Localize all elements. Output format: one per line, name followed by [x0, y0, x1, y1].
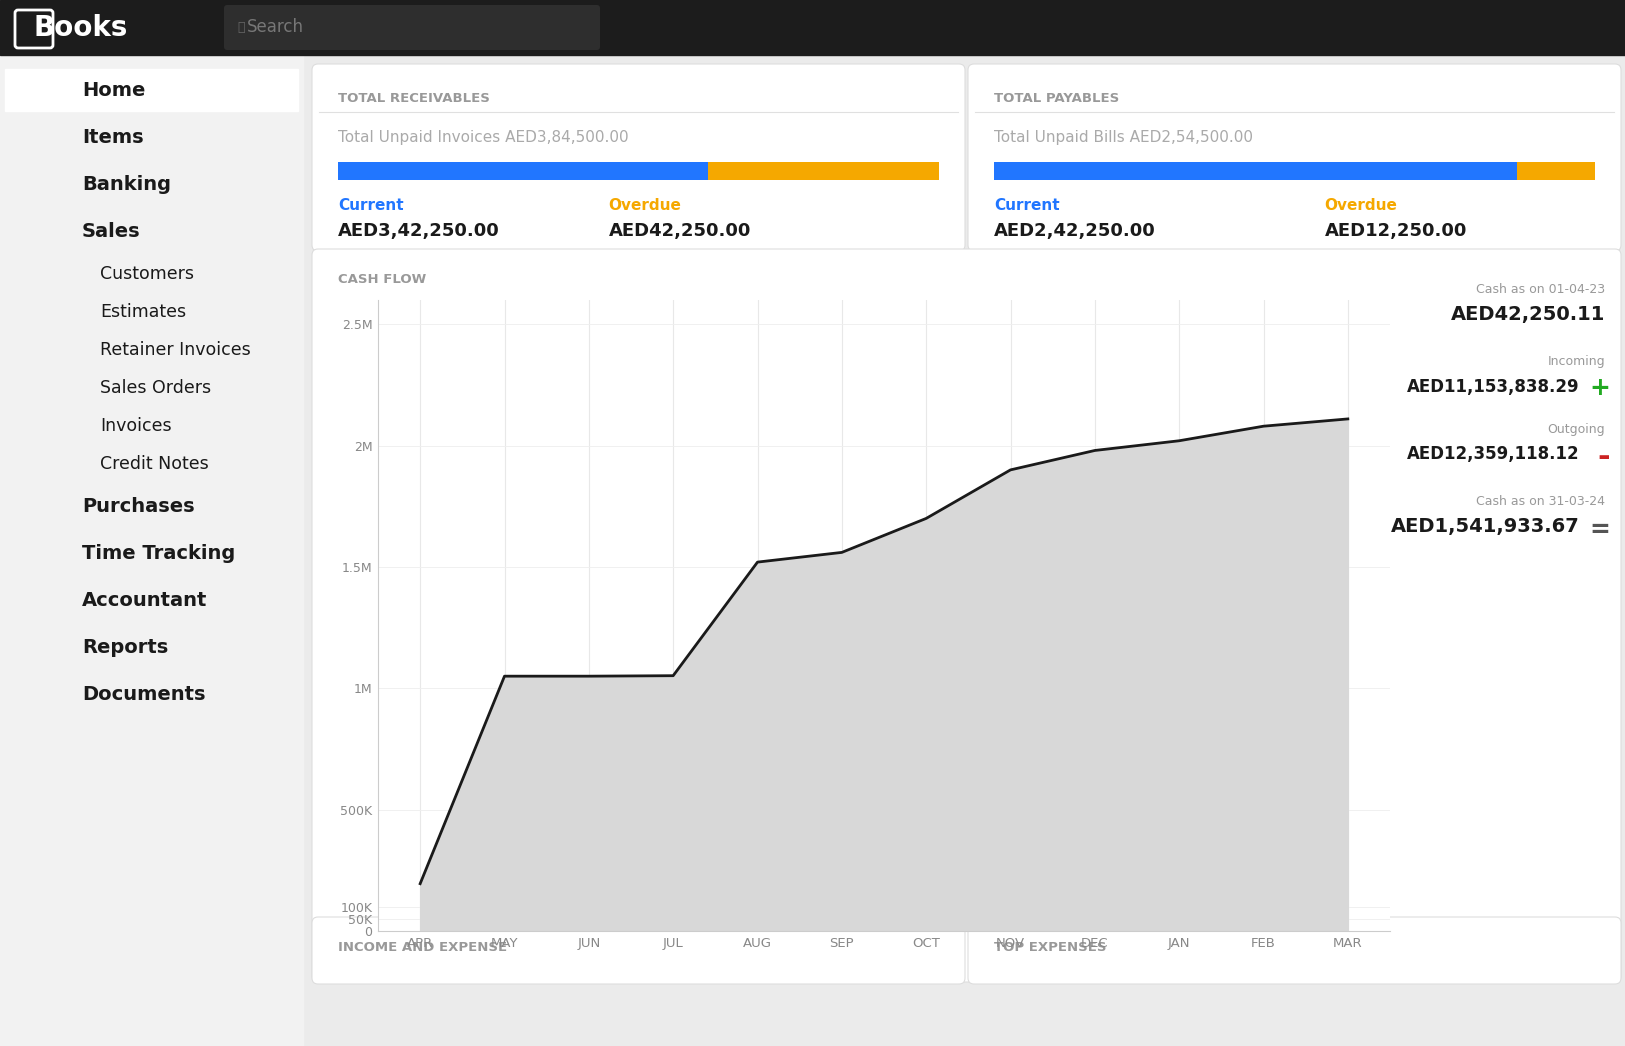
Text: Outgoing: Outgoing: [1547, 423, 1606, 436]
Text: TOP EXPENSES: TOP EXPENSES: [994, 941, 1107, 954]
Text: Time Tracking: Time Tracking: [81, 544, 236, 563]
Bar: [994, 162, 1516, 180]
Text: Home: Home: [81, 81, 145, 100]
Bar: [338, 162, 707, 180]
Text: -: -: [1597, 444, 1610, 472]
Text: TOTAL PAYABLES: TOTAL PAYABLES: [994, 92, 1120, 105]
FancyBboxPatch shape: [312, 64, 965, 251]
FancyBboxPatch shape: [312, 249, 1622, 982]
Text: AED11,153,838.29: AED11,153,838.29: [1407, 378, 1580, 396]
Bar: [5, 68, 297, 111]
Text: Invoices: Invoices: [101, 417, 172, 435]
Text: 🔍: 🔍: [237, 21, 244, 35]
Text: +: +: [1589, 376, 1610, 400]
Text: Documents: Documents: [81, 685, 205, 704]
Text: Total Unpaid Invoices AED3,84,500.00: Total Unpaid Invoices AED3,84,500.00: [338, 130, 629, 145]
Text: Incoming: Incoming: [1547, 355, 1606, 368]
Text: Cash as on 31-03-24: Cash as on 31-03-24: [1476, 495, 1606, 508]
Text: Purchases: Purchases: [81, 497, 195, 516]
FancyBboxPatch shape: [224, 5, 600, 50]
Text: Cash as on 01-04-23: Cash as on 01-04-23: [1476, 283, 1606, 296]
Bar: [707, 162, 939, 180]
Text: Current: Current: [338, 198, 403, 213]
Text: Sales: Sales: [81, 222, 141, 241]
FancyBboxPatch shape: [968, 64, 1622, 251]
Text: Estimates: Estimates: [101, 303, 187, 321]
Text: AED12,250.00: AED12,250.00: [1324, 222, 1467, 240]
Bar: [1516, 162, 1596, 180]
Text: Search: Search: [247, 19, 304, 37]
Text: Sales Orders: Sales Orders: [101, 379, 211, 397]
Text: Books: Books: [34, 14, 128, 42]
Text: AED1,541,933.67: AED1,541,933.67: [1391, 517, 1580, 536]
Text: Accountant: Accountant: [81, 591, 208, 610]
Text: AED42,250.11: AED42,250.11: [1451, 305, 1606, 324]
Text: Banking: Banking: [81, 175, 171, 194]
Text: Reports: Reports: [81, 638, 169, 657]
Text: Overdue: Overdue: [608, 198, 681, 213]
FancyBboxPatch shape: [312, 917, 965, 984]
Bar: [0, 0, 1625, 55]
Text: AED12,359,118.12: AED12,359,118.12: [1407, 445, 1580, 463]
Bar: [0, 55, 302, 1046]
Text: Credit Notes: Credit Notes: [101, 455, 208, 473]
Text: Items: Items: [81, 128, 143, 147]
Text: CASH FLOW: CASH FLOW: [338, 273, 426, 286]
Text: TOTAL RECEIVABLES: TOTAL RECEIVABLES: [338, 92, 489, 105]
Text: Total Unpaid Bills AED2,54,500.00: Total Unpaid Bills AED2,54,500.00: [994, 130, 1253, 145]
Text: AED2,42,250.00: AED2,42,250.00: [994, 222, 1155, 240]
FancyBboxPatch shape: [968, 917, 1622, 984]
Text: Current: Current: [994, 198, 1060, 213]
Text: AED3,42,250.00: AED3,42,250.00: [338, 222, 500, 240]
Text: AED42,250.00: AED42,250.00: [608, 222, 751, 240]
Text: Customers: Customers: [101, 265, 193, 283]
Text: =: =: [1589, 518, 1610, 542]
Text: INCOME AND EXPENSE: INCOME AND EXPENSE: [338, 941, 507, 954]
Text: Retainer Invoices: Retainer Invoices: [101, 341, 250, 359]
Text: Overdue: Overdue: [1324, 198, 1398, 213]
